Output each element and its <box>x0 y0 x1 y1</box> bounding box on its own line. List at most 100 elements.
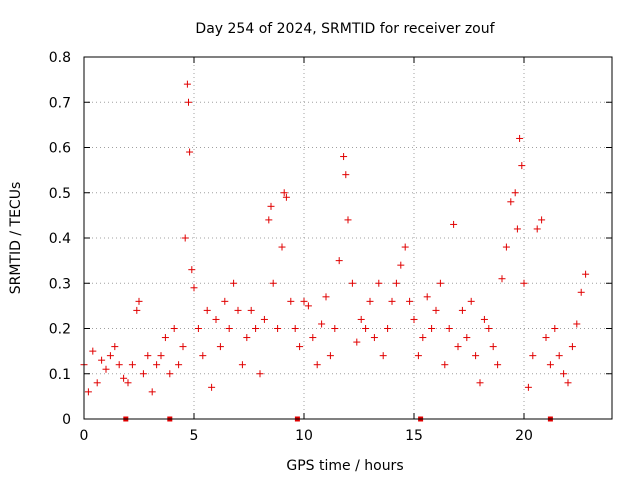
data-point <box>551 325 559 332</box>
data-point <box>181 234 189 242</box>
data-point <box>265 216 273 224</box>
data-point <box>441 361 449 369</box>
data-point <box>564 379 572 387</box>
data-point <box>139 370 147 378</box>
data-point <box>190 284 198 292</box>
data-point <box>252 325 260 332</box>
data-point <box>148 388 156 396</box>
data-point <box>511 189 519 197</box>
data-point <box>392 279 400 287</box>
data-point <box>269 279 277 287</box>
data-point <box>463 334 471 342</box>
data-point <box>458 306 466 314</box>
data-point <box>344 216 352 224</box>
data-point <box>106 352 114 360</box>
data-point <box>423 293 431 301</box>
data-point <box>186 148 194 156</box>
data-point <box>445 325 453 332</box>
data-point <box>93 379 101 387</box>
y-tick-label: 0.7 <box>49 95 71 111</box>
data-point <box>260 315 268 323</box>
data-point <box>529 352 537 360</box>
data-point <box>520 279 528 287</box>
data-point <box>357 315 365 323</box>
data-point <box>419 334 427 342</box>
y-tick-label: 0.5 <box>49 186 71 202</box>
data-point <box>397 261 405 269</box>
data-point <box>296 343 304 351</box>
data-point <box>203 306 211 314</box>
data-point <box>401 243 409 251</box>
data-point <box>560 370 568 378</box>
data-point <box>516 134 524 142</box>
data-point <box>414 352 422 360</box>
data-point <box>568 343 576 351</box>
data-point <box>225 325 233 332</box>
data-point <box>582 270 590 278</box>
data-point <box>513 225 521 233</box>
data-point <box>555 352 563 360</box>
data-point <box>282 193 290 201</box>
grid <box>84 57 612 419</box>
data-point <box>410 315 418 323</box>
data-point <box>342 171 350 179</box>
data-point <box>518 162 526 170</box>
data-point <box>128 361 136 369</box>
data-point <box>157 352 165 360</box>
data-point <box>353 338 361 346</box>
x-tick-label: 20 <box>515 428 533 444</box>
data-point <box>538 216 546 224</box>
data-point <box>247 306 255 314</box>
data-point <box>199 352 207 360</box>
y-tick-label: 0.4 <box>49 231 71 247</box>
data-point <box>221 297 229 305</box>
data-point <box>267 202 275 210</box>
data-point <box>256 370 264 378</box>
data-point <box>476 379 484 387</box>
y-tick-label: 0.6 <box>49 141 71 157</box>
data-point <box>573 320 581 328</box>
x-tick-label: 15 <box>405 428 423 444</box>
data-point <box>111 343 119 351</box>
data-point <box>498 275 506 283</box>
data-point <box>436 279 444 287</box>
data-point <box>388 297 396 305</box>
data-point <box>124 379 132 387</box>
data-point <box>291 325 299 332</box>
data-point <box>185 98 192 106</box>
data-point <box>507 198 515 206</box>
data-point <box>335 257 343 265</box>
data-point <box>467 297 475 305</box>
data-point <box>450 220 458 228</box>
y-tick-label: 0 <box>62 412 71 428</box>
y-tick-label: 0.1 <box>49 367 71 383</box>
data-point <box>194 325 202 332</box>
data-point <box>375 279 383 287</box>
data-point <box>533 225 541 233</box>
data-point <box>379 352 387 360</box>
data-point <box>183 80 191 88</box>
data-point <box>216 343 224 351</box>
data-point <box>175 361 183 369</box>
data-point <box>238 361 246 369</box>
data-point <box>524 383 532 391</box>
data-point <box>489 343 497 351</box>
data-point <box>577 288 585 296</box>
data-point <box>280 189 288 197</box>
data-point <box>166 370 174 378</box>
data-point <box>153 361 161 369</box>
data-point <box>120 374 128 382</box>
data-point <box>274 325 282 332</box>
data-point <box>98 356 106 364</box>
chart-title: Day 254 of 2024, SRMTID for receiver zou… <box>195 21 495 37</box>
data-point <box>144 352 152 360</box>
data-point <box>179 343 187 351</box>
data-point <box>243 334 251 342</box>
data-point <box>502 243 510 251</box>
data-point <box>212 315 220 323</box>
data-point <box>161 334 169 342</box>
x-tick-label: 5 <box>190 428 199 444</box>
axis-ticks: 0 0.1 0.2 0.3 0.4 0.5 0.6 0.7 0.8 0 5 10 15 20 <box>49 50 612 444</box>
data-point <box>546 361 554 369</box>
